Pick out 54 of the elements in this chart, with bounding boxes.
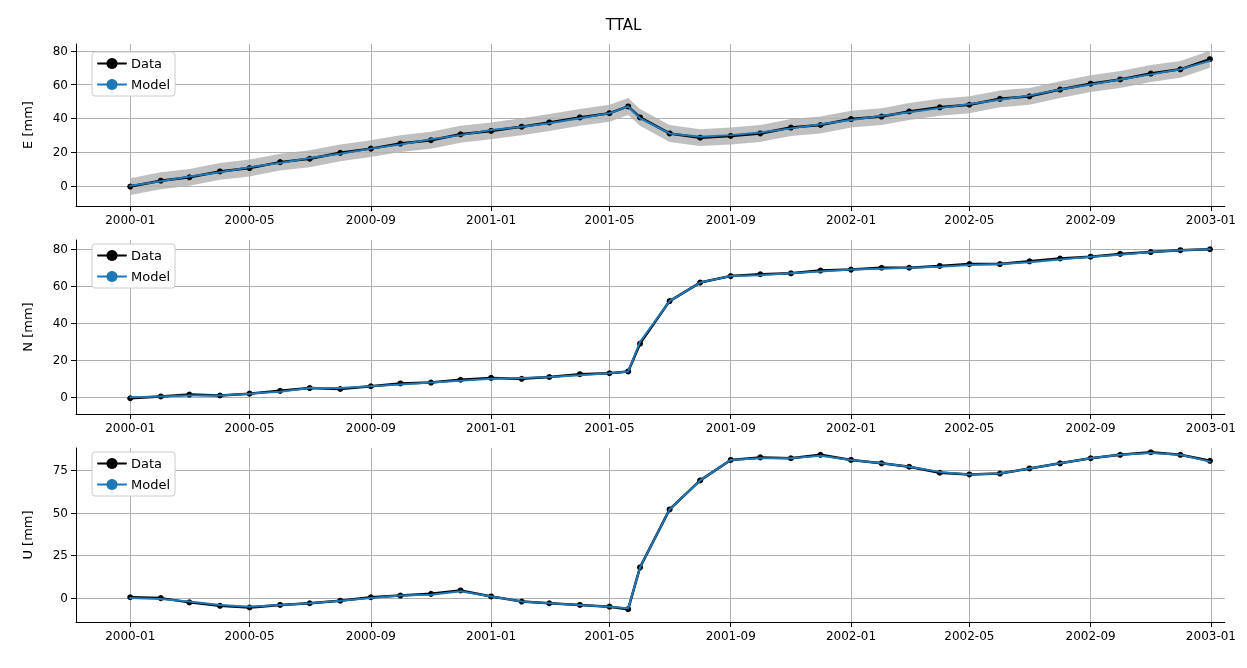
x-tick-label: 2002-01	[825, 629, 877, 643]
y-tick-label: 80	[52, 242, 68, 257]
x-tick-label: 2000-05	[224, 421, 275, 435]
chart-title: TTAL	[604, 15, 642, 34]
legend-label: Model	[131, 77, 171, 92]
x-tick-label: 2001-05	[584, 213, 635, 227]
y-tick-label: 75	[52, 463, 68, 478]
y-tick-label: 60	[52, 77, 68, 92]
y-tick-label: 25	[52, 548, 68, 563]
x-tick-label: 2000-09	[345, 421, 396, 435]
y-tick-label: 50	[52, 505, 68, 520]
x-tick-label: 2001-09	[705, 213, 756, 227]
x-tick-label: 2001-09	[705, 421, 756, 435]
x-tick-label: 2000-09	[345, 213, 396, 227]
y-tick-label: 0	[60, 591, 68, 606]
x-tick-label: 2002-01	[825, 421, 877, 435]
x-tick-label: 2002-09	[1065, 421, 1116, 435]
x-tick-label: 2002-05	[944, 213, 995, 227]
y-tick-label: 40	[52, 316, 68, 331]
x-tick-label: 2001-05	[584, 629, 635, 643]
y-tick-label: 0	[60, 178, 68, 193]
y-tick-label: 60	[52, 279, 68, 294]
x-tick-label: 2001-09	[705, 629, 756, 643]
x-tick-label: 2000-01	[105, 629, 156, 643]
x-tick-label: 2002-09	[1065, 629, 1116, 643]
legend-label: Data	[131, 456, 163, 471]
legend-label: Model	[131, 477, 171, 492]
y-tick-label: 0	[60, 390, 68, 405]
x-tick-label: 2002-05	[944, 629, 995, 643]
x-tick-label: 2002-09	[1065, 213, 1116, 227]
x-tick-label: 2003-01	[1185, 629, 1236, 643]
x-tick-label: 2000-09	[345, 629, 396, 643]
x-tick-label: 2001-05	[584, 421, 635, 435]
x-tick-label: 2000-05	[224, 213, 275, 227]
legend-label: Data	[131, 56, 163, 71]
x-tick-label: 2001-01	[466, 213, 517, 227]
legend-label: Data	[131, 248, 163, 263]
x-tick-label: 2000-01	[105, 421, 156, 435]
y-tick-label: 80	[52, 43, 68, 58]
x-tick-label: 2001-01	[466, 421, 517, 435]
x-tick-label: 2000-01	[105, 213, 156, 227]
x-tick-label: 2003-01	[1185, 421, 1236, 435]
x-tick-label: 2003-01	[1185, 213, 1236, 227]
x-tick-label: 2002-01	[825, 213, 877, 227]
x-tick-label: 2002-05	[944, 421, 995, 435]
y-axis-title: E [mm]	[20, 101, 35, 149]
y-axis-title: N [mm]	[20, 302, 35, 352]
y-tick-label: 20	[52, 353, 68, 368]
y-axis-title: U [mm]	[20, 510, 35, 560]
x-tick-label: 2001-01	[466, 629, 517, 643]
legend-label: Model	[131, 269, 171, 284]
x-tick-label: 2000-05	[224, 629, 275, 643]
y-tick-label: 40	[52, 111, 68, 126]
y-tick-label: 20	[52, 145, 68, 159]
